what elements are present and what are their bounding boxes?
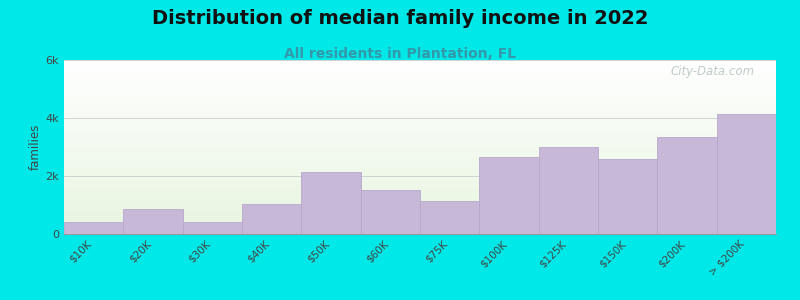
Bar bbox=[182, 222, 242, 234]
Bar bbox=[538, 147, 598, 234]
Text: City-Data.com: City-Data.com bbox=[670, 65, 754, 78]
Bar bbox=[479, 157, 538, 234]
Bar bbox=[302, 172, 361, 234]
Y-axis label: families: families bbox=[28, 124, 42, 170]
Bar bbox=[658, 137, 717, 234]
Bar bbox=[598, 159, 658, 234]
Text: All residents in Plantation, FL: All residents in Plantation, FL bbox=[284, 46, 516, 61]
Bar bbox=[361, 190, 420, 234]
Text: Distribution of median family income in 2022: Distribution of median family income in … bbox=[152, 9, 648, 28]
Bar bbox=[123, 209, 182, 234]
Bar bbox=[64, 222, 123, 234]
Bar bbox=[420, 201, 479, 234]
Bar bbox=[717, 114, 776, 234]
Bar bbox=[242, 203, 302, 234]
